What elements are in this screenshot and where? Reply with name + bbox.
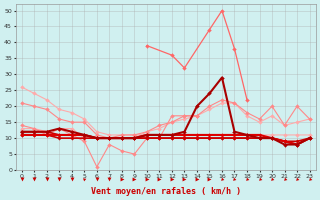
X-axis label: Vent moyen/en rafales ( km/h ): Vent moyen/en rafales ( km/h ): [91, 187, 241, 196]
